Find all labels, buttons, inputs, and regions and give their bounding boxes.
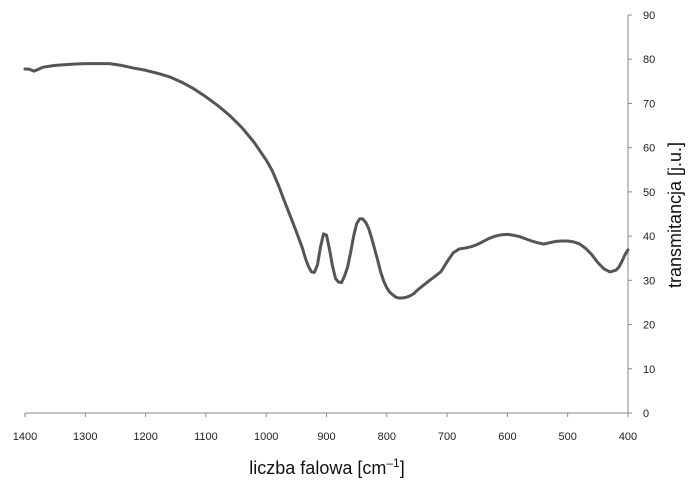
series-line-0 [23,62,630,300]
y-tick-label: 70 [643,98,655,110]
y-tick-label: 60 [643,143,655,155]
x-tick-label: 600 [498,431,516,443]
x-axis-title-end: ] [400,458,405,478]
y-tick-label: 50 [643,187,655,199]
x-axis-ticks: 1400 1300 1200 1100 1000 900 800 700 600 500 400 [13,413,637,443]
y-tick-label: 30 [643,275,655,287]
x-tick-label: 800 [378,431,396,443]
x-tick-label: 1100 [194,431,218,443]
x-tick-label: 700 [438,431,456,443]
y-tick-label: 0 [643,408,649,420]
x-tick-label: 900 [317,431,335,443]
axes [25,15,629,414]
y-tick-label: 20 [643,320,655,332]
x-axis-title-main: liczba falowa [cm [249,458,386,478]
y-axis-ticks: 0 10 20 30 40 50 60 70 80 90 [628,10,655,420]
y-tick-label: 80 [643,54,655,66]
x-tick-label: 1400 [13,431,37,443]
y-axis-title: transmitancja [j.u.] [665,142,685,288]
x-axis-title-superscript: –1 [386,456,400,470]
y-tick-label: 40 [643,231,655,243]
y-tick-label: 10 [643,364,655,376]
series-layer [23,62,630,300]
x-tick-label: 400 [619,431,637,443]
x-tick-label: 500 [559,431,577,443]
x-tick-label: 1300 [73,431,97,443]
x-tick-label: 1200 [133,431,157,443]
x-tick-label: 1000 [254,431,278,443]
x-axis-title: liczba falowa [cm–1] [249,456,404,478]
y-tick-label: 90 [643,10,655,22]
